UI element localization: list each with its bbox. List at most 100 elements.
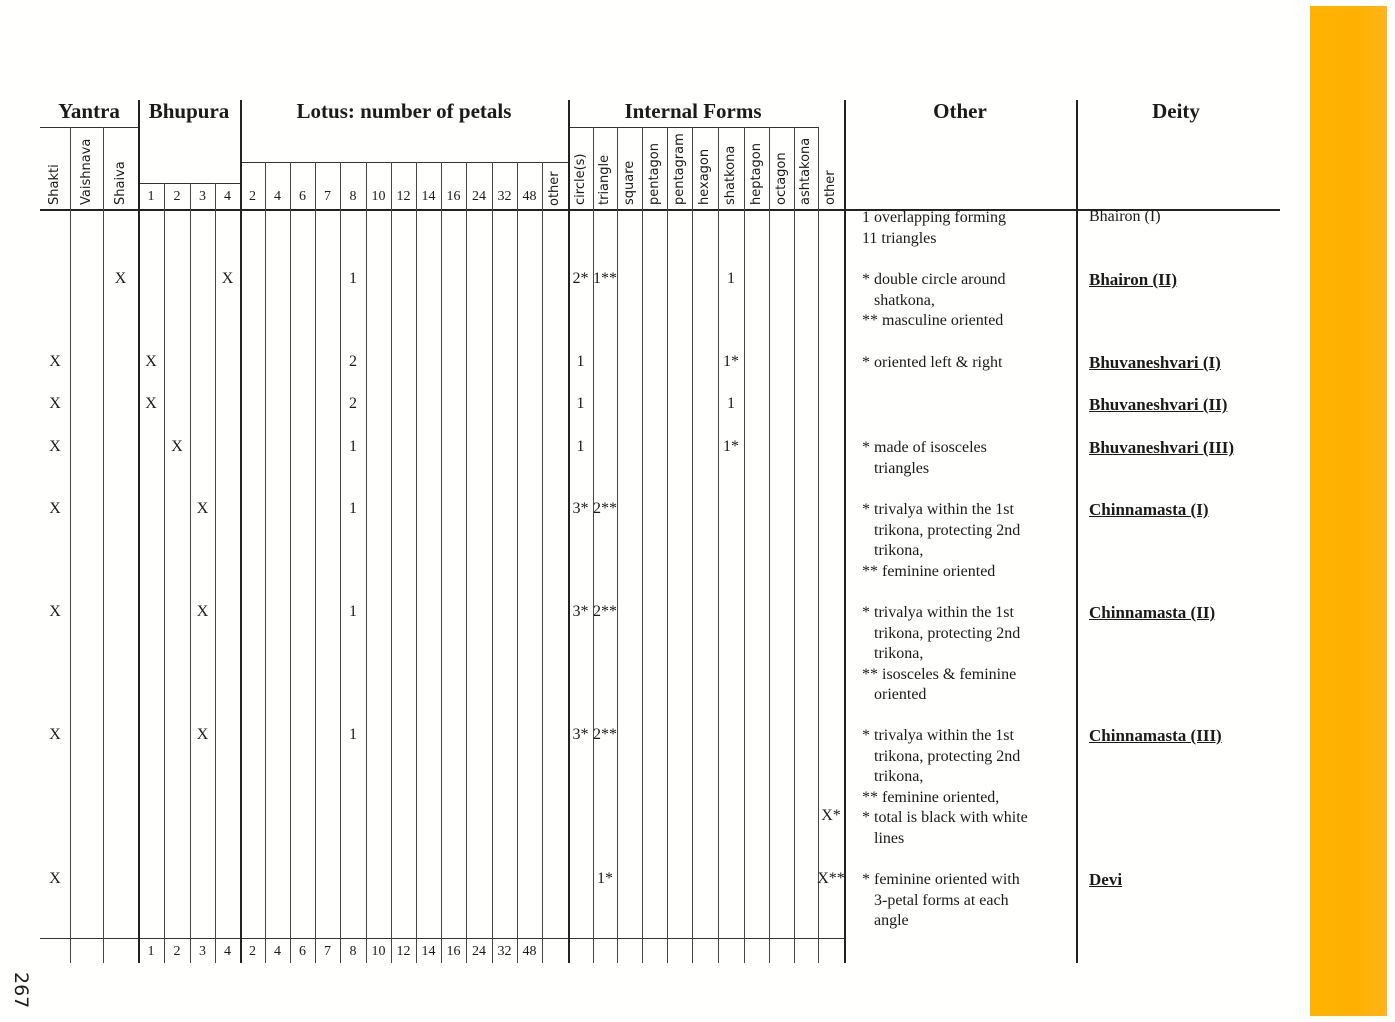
footer-number: 3 — [199, 944, 206, 959]
column-divider — [391, 162, 392, 963]
group-title-bhupura: Bhupura — [148, 99, 230, 123]
cell-mark: X — [221, 270, 234, 287]
header-shakti: Shakti — [47, 164, 62, 205]
cell-mark: 3* — [572, 726, 589, 743]
header-internal-square: square — [621, 160, 637, 205]
footer-number: 6 — [299, 944, 306, 959]
column-divider — [340, 162, 341, 963]
other-note-line: triangles — [862, 459, 930, 477]
deity-name: Devi — [1089, 870, 1123, 889]
deity-name: Chinnamasta (II) — [1089, 603, 1216, 622]
header-lotus-2: 2 — [249, 189, 256, 204]
header-vaishnava: Vaishnava — [78, 138, 94, 205]
group-title-lotus: Lotus: number of petals — [296, 99, 512, 123]
page-number: 267 — [10, 972, 32, 1009]
other-note-line: oriented — [862, 686, 927, 703]
cell-mark: 2** — [593, 726, 617, 743]
footer-number: 7 — [324, 944, 331, 959]
footer-number: 48 — [522, 944, 537, 959]
cell-mark: 1* — [723, 438, 739, 455]
column-divider — [744, 127, 745, 963]
header-internal-hexagon: hexagon — [697, 148, 712, 205]
column-divider — [190, 183, 191, 963]
deity-name: Bhairon (II) — [1089, 270, 1178, 289]
cell-mark: X** — [817, 870, 845, 887]
other-note-line: trikona, protecting 2nd — [862, 747, 1021, 765]
other-note-line: * total is black with white — [862, 809, 1028, 826]
other-note-line: trikona, — [862, 542, 924, 559]
cell-mark: 2** — [593, 603, 617, 620]
column-divider — [466, 162, 467, 963]
column-divider — [692, 127, 693, 963]
group-title-other: Other — [933, 99, 987, 123]
header-bottom-line — [40, 209, 1280, 211]
other-note-line: * double circle around — [862, 271, 1006, 288]
header-lotus-16: 16 — [446, 189, 461, 204]
column-divider — [366, 162, 367, 963]
header-internal-shatkona: shatkona — [723, 145, 738, 205]
column-divider — [769, 127, 770, 963]
column-divider — [492, 162, 493, 963]
cell-mark: X — [49, 500, 61, 517]
other-note-line: trikona, — [862, 768, 924, 785]
deity-name: Bhuvaneshvari (III) — [1089, 438, 1235, 457]
footer-number: 32 — [497, 944, 512, 959]
group-divider — [240, 100, 242, 963]
cell-mark: X — [49, 870, 61, 887]
footer-number: 8 — [349, 944, 357, 959]
header-lotus-24: 24 — [472, 189, 486, 204]
cell-mark: 1 — [727, 270, 735, 287]
column-divider — [593, 127, 594, 963]
column-divider — [542, 162, 543, 963]
cell-mark: 1 — [349, 726, 357, 743]
cell-mark: X — [196, 603, 209, 620]
cell-mark: X — [114, 270, 127, 287]
footer-number: 4 — [224, 944, 231, 959]
column-divider — [441, 162, 442, 963]
column-divider — [103, 127, 104, 963]
header-shaiva: Shaiva — [112, 161, 128, 205]
header-bhupura-2: 2 — [173, 189, 181, 204]
other-note-line: * oriented left & right — [862, 354, 1003, 371]
cell-mark: X — [171, 438, 183, 455]
column-divider — [794, 127, 795, 963]
cell-mark: X — [196, 500, 209, 517]
header-bhupura-4: 4 — [224, 189, 231, 204]
header-internal-circles: circle(s) — [572, 153, 588, 206]
footer-number: 10 — [371, 944, 386, 959]
footer-number: 2 — [173, 944, 181, 959]
cell-mark: 3* — [572, 603, 589, 620]
other-note-line: ** isosceles & feminine — [862, 665, 1017, 683]
cell-mark: 1 — [349, 603, 357, 620]
group-divider — [1076, 100, 1078, 963]
cell-mark: 1 — [576, 438, 585, 455]
page-edge-tab — [1310, 6, 1387, 1016]
group-title-deity: Deity — [1152, 99, 1200, 123]
cell-mark: 1 — [349, 438, 357, 455]
other-note-line: shatkona, — [862, 291, 935, 309]
bhupura-subheader-line — [138, 183, 240, 184]
lotus-subheader-line — [240, 162, 568, 163]
header-lotus-other: other — [547, 171, 562, 206]
footer-number: 16 — [446, 944, 461, 959]
column-divider — [265, 162, 266, 963]
group-divider — [568, 100, 570, 963]
group-title-internal: Internal Forms — [624, 99, 762, 123]
column-divider — [818, 127, 819, 963]
other-note-line: 3-petal forms at each — [862, 891, 1009, 909]
header-lotus-32: 32 — [497, 189, 512, 204]
header-internal-pentagram: pentagram — [671, 133, 687, 205]
footer-number: 4 — [274, 944, 281, 959]
column-divider — [617, 127, 618, 963]
footer-number: 2 — [249, 944, 256, 959]
cell-mark: 2 — [349, 353, 357, 370]
column-divider — [315, 162, 316, 963]
internal-subheader-line — [568, 127, 818, 128]
header-bhupura-3: 3 — [199, 189, 206, 204]
cell-mark: X — [49, 353, 61, 370]
cell-mark: X — [196, 726, 209, 743]
cell-mark: 1 — [727, 395, 735, 412]
header-lotus-48: 48 — [522, 189, 537, 204]
cell-mark: 1* — [723, 353, 739, 370]
other-note-line: 1 overlapping forming — [862, 209, 1006, 226]
